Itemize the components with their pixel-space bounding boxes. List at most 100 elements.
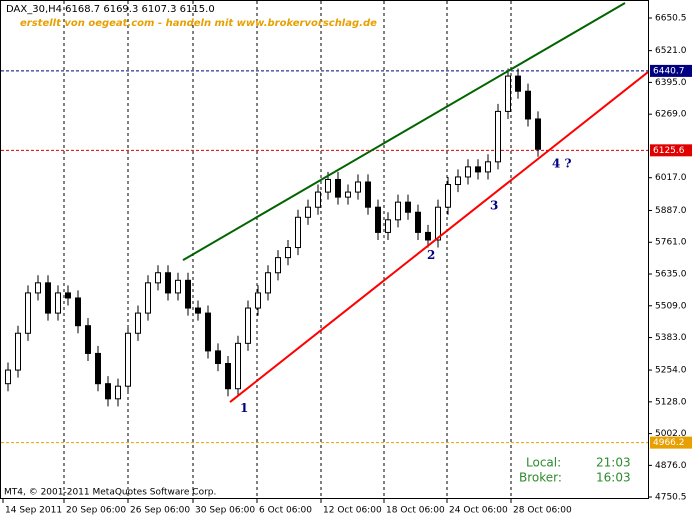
candle-body — [385, 219, 391, 233]
y-tick-label: 6017.0 — [655, 173, 687, 183]
candle-body — [135, 312, 141, 334]
candle-body — [85, 325, 91, 354]
candle-body — [215, 350, 221, 365]
candle-body — [515, 75, 521, 92]
y-tick-label: 6395.0 — [655, 78, 687, 88]
candle-body — [405, 201, 411, 213]
price-tag — [650, 144, 692, 157]
candle-body — [55, 292, 61, 314]
y-tick-label: 5761.0 — [655, 238, 687, 248]
candle-body — [435, 206, 441, 241]
x-tick-label: 24 Oct 06:00 — [449, 506, 508, 516]
candle-body — [35, 282, 41, 294]
candle-body — [115, 385, 121, 400]
candle-body — [265, 272, 271, 294]
candle-body — [395, 201, 401, 221]
y-tick-label: 5887.0 — [655, 206, 687, 216]
y-tick-label: 5635.0 — [655, 270, 687, 280]
candle-body — [175, 279, 181, 294]
candle-body — [65, 292, 71, 299]
local-label: Local: — [526, 456, 561, 470]
candle-body — [535, 118, 541, 150]
candle-body — [25, 292, 31, 334]
candle-body — [195, 307, 201, 314]
x-tick-label: 30 Sep 06:00 — [195, 506, 255, 516]
candle-body — [275, 257, 281, 274]
price-tag-label: 6440.7 — [653, 66, 685, 76]
local-time: 21:03 — [596, 456, 631, 470]
candle-body — [185, 279, 191, 309]
candle-body — [355, 181, 361, 193]
candle-body — [345, 191, 351, 198]
wave-label: 3 — [490, 199, 498, 213]
credit: erstellt von oegeat.com - handeln mit ww… — [20, 18, 377, 29]
candle-body — [145, 282, 151, 314]
y-tick-label: 5383.0 — [655, 333, 687, 343]
wave-label: 1 — [240, 401, 248, 415]
candle-body — [525, 90, 531, 120]
candle-body — [125, 332, 131, 387]
candle-body — [165, 272, 171, 294]
candle-body — [325, 178, 331, 193]
candle-body — [245, 307, 251, 344]
candle-body — [425, 231, 431, 241]
x-tick-label: 26 Sep 06:00 — [130, 506, 190, 516]
candle-body — [5, 369, 11, 385]
candle-body — [255, 292, 261, 309]
broker-label: Broker: — [519, 471, 562, 485]
x-tick-label: 12 Oct 06:00 — [323, 506, 382, 516]
x-tick-label: 6 Oct 06:00 — [259, 506, 312, 516]
candle-body — [235, 342, 241, 390]
price-tag-label: 4966.2 — [653, 438, 685, 448]
candle-body — [75, 297, 81, 327]
candle-body — [155, 272, 161, 284]
candle-body — [205, 312, 211, 352]
trend-line — [182, 2, 626, 262]
x-tick-label: 28 Oct 06:00 — [513, 506, 572, 516]
broker-time: 16:03 — [596, 471, 631, 485]
candle-body — [105, 383, 111, 400]
candle-body — [485, 161, 491, 173]
y-tick-label: 5254.0 — [655, 366, 687, 376]
x-tick-label: 18 Oct 06:00 — [386, 506, 445, 516]
wave-label: 4 ? — [552, 156, 572, 170]
y-tick-label: 6269.0 — [655, 110, 687, 120]
candle-body — [475, 166, 481, 173]
candle-body — [495, 110, 501, 163]
candle-body — [455, 176, 461, 186]
candle-body — [15, 332, 21, 371]
y-tick-label: 4876.0 — [655, 461, 687, 471]
candle-body — [315, 191, 321, 208]
candle-body — [45, 282, 51, 314]
candle-body — [415, 211, 421, 233]
y-tick-label: 6650.5 — [655, 14, 687, 24]
plot-frame — [0, 0, 649, 499]
wave-label: 2 — [427, 248, 435, 262]
price-tag — [650, 64, 692, 77]
plot — [1, 1, 648, 498]
candle-body — [285, 247, 291, 259]
y-tick-label: 5128.0 — [655, 397, 687, 407]
y-tick-label: 5509.0 — [655, 301, 687, 311]
candle-body — [295, 216, 301, 249]
x-tick-label: 20 Sep 06:00 — [66, 506, 126, 516]
trend-line — [229, 71, 648, 403]
y-tick-label: 6521.0 — [655, 46, 687, 56]
candle-body — [505, 75, 511, 112]
candle-body — [305, 206, 311, 218]
candle-body — [365, 181, 371, 208]
y-tick-label: 4750.5 — [655, 493, 687, 503]
y-tick-label: 5002.0 — [655, 429, 687, 439]
candle-body — [225, 363, 231, 390]
footer: MT4, © 2001-2011 MetaQuotes Software Cor… — [4, 488, 216, 498]
x-tick-label: 14 Sep 2011 — [5, 506, 62, 516]
chart-title: DAX_30,H4 6168.7 6169.3 6107.3 6115.0 — [6, 4, 215, 15]
candle-body — [375, 206, 381, 233]
price-tag — [650, 436, 692, 449]
price-tag-label: 6125.6 — [653, 146, 685, 156]
candle-body — [465, 166, 471, 178]
candle-body — [95, 352, 101, 385]
candle-body — [335, 178, 341, 198]
candle-body — [445, 184, 451, 208]
